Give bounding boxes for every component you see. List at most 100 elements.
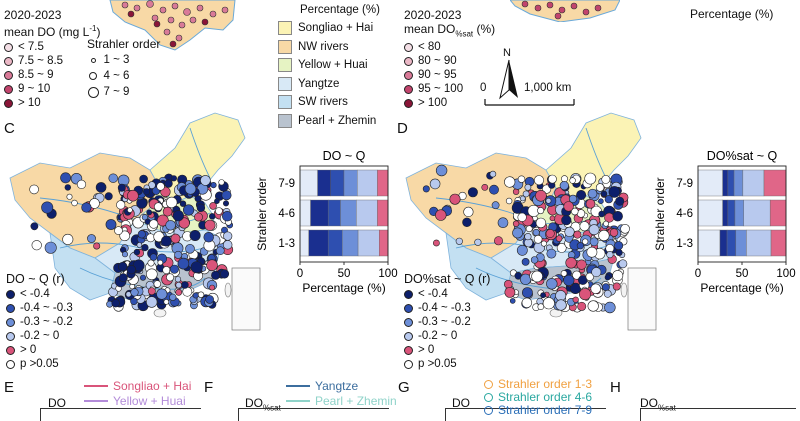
sampling-site-marker <box>214 198 220 204</box>
legend-dot-icon <box>404 345 413 355</box>
sampling-site-marker <box>560 270 568 277</box>
sampling-site-marker <box>116 200 126 210</box>
sampling-site-marker <box>215 207 223 215</box>
basin-legend-title: Percentage (%) <box>300 4 380 16</box>
legend-label: < -0.4 <box>20 288 50 300</box>
sampling-site-marker <box>537 207 545 215</box>
legend-item: -0.4 ~ -0.3 <box>404 302 471 314</box>
sampling-site-marker <box>612 210 623 222</box>
sampling-site-marker <box>524 233 532 241</box>
legend-dot-icon <box>404 331 413 341</box>
strahler-line-legend-item: Strahler order 1-3 <box>484 377 592 391</box>
hainan-island <box>153 308 167 318</box>
sampling-site-marker <box>41 201 54 214</box>
sampling-site-marker <box>561 215 572 226</box>
legend-label: 95 ~ 100 <box>418 83 464 95</box>
legend-dot-icon <box>6 317 15 327</box>
sampling-site-marker <box>211 270 221 280</box>
line-legend-item: Pearl + Zhemin <box>286 394 397 408</box>
stacked-bar-segment <box>340 199 357 227</box>
legend-dot-icon <box>6 289 15 299</box>
legend-line-icon <box>84 400 108 402</box>
panel-a-legend-title: 2020-2023 mean DO (mg L-1) <box>4 8 100 39</box>
sampling-site-marker <box>615 196 625 206</box>
sampling-site-marker <box>559 180 569 191</box>
sampling-site-marker <box>104 192 113 201</box>
sampling-site-marker <box>119 230 130 242</box>
stacked-bar-segment <box>697 169 723 197</box>
basin-label: Pearl + Zhemin <box>298 114 377 127</box>
sampling-site-marker <box>455 237 463 245</box>
sampling-site-marker <box>576 190 587 201</box>
line-legend-item: Yangtze <box>286 379 358 393</box>
legend-dot-icon <box>4 56 13 66</box>
sampling-site-marker <box>579 221 590 232</box>
sampling-site-marker <box>111 299 120 308</box>
legend-item: p >0.05 <box>6 358 59 370</box>
legend-dot-icon <box>404 84 413 94</box>
sampling-site-marker <box>146 233 155 243</box>
sampling-site-marker <box>127 189 139 202</box>
sampling-site-marker <box>114 226 123 235</box>
stacked-bar-segment <box>727 199 736 227</box>
sampling-site-marker <box>140 274 147 281</box>
y-tick-label: 1-3 <box>676 238 693 250</box>
sampling-site-marker <box>147 287 156 296</box>
sampling-site-marker <box>164 179 173 188</box>
panel-h-title: DO%sat <box>640 396 676 413</box>
sampling-site-marker <box>494 236 504 246</box>
sampling-site-marker <box>522 190 530 198</box>
sampling-site-marker <box>481 184 489 191</box>
sampling-site-marker <box>139 174 148 184</box>
sampling-site-marker <box>521 287 533 298</box>
sampling-site-marker <box>81 202 92 213</box>
legend-label: -0.4 ~ -0.3 <box>418 302 471 314</box>
legend-label: 80 ~ 90 <box>418 55 457 67</box>
stacked-bar-segment <box>746 229 772 257</box>
basin-swatch-icon <box>278 58 292 72</box>
sampling-site-marker <box>222 210 233 222</box>
sampling-site-marker <box>587 188 598 199</box>
sampling-site-marker <box>512 227 523 239</box>
legend-circle-icon <box>484 379 493 389</box>
stacked-bar-segment <box>763 169 787 197</box>
legend-label: 7.5 ~ 8.5 <box>18 55 64 67</box>
sampling-site-marker <box>146 296 158 308</box>
sampling-site-marker <box>491 201 500 210</box>
sampling-site-marker <box>521 257 530 266</box>
sampling-site-marker <box>618 259 628 269</box>
strahler-size-circle-icon <box>90 57 96 63</box>
sampling-site-marker <box>143 188 151 196</box>
sampling-site-marker <box>206 259 218 271</box>
basin-label: Songliao + Hai <box>298 22 374 34</box>
sampling-site-marker <box>509 298 516 304</box>
sampling-site-marker <box>130 297 138 306</box>
sampling-site-marker <box>44 241 57 254</box>
legend-dot-icon <box>404 70 413 80</box>
legend-item: < 80 <box>404 41 441 53</box>
sampling-site-marker <box>196 203 206 213</box>
stacked-bar-segment <box>697 229 721 257</box>
panel-b-legend-title-line2: mean DO%sat (%) <box>404 22 496 39</box>
y-tick-label: 4-6 <box>278 208 295 220</box>
sampling-site-marker <box>192 292 199 299</box>
basin-label: Yellow + Huai <box>298 59 368 71</box>
legend-label: p >0.05 <box>418 358 457 370</box>
legend-item: -0.4 ~ -0.3 <box>6 302 73 314</box>
sampling-site-marker <box>604 274 611 281</box>
sampling-site-marker <box>603 220 609 227</box>
panel-b-map-fragment <box>510 0 620 22</box>
x-axis-label: Percentage (%) <box>302 281 385 295</box>
sampling-site-marker <box>612 282 621 291</box>
legend-dot-icon <box>4 42 13 52</box>
south-china-sea-inset <box>627 267 657 331</box>
legend-label: -0.3 ~ -0.2 <box>418 316 471 328</box>
strahler-label: 4 ~ 6 <box>103 70 130 82</box>
panel-g-title: DO <box>452 396 470 410</box>
sampling-site-marker <box>177 257 190 270</box>
basin-label: Yangtze <box>298 77 340 90</box>
sampling-site-marker <box>185 244 195 254</box>
sampling-site-marker <box>531 270 543 283</box>
